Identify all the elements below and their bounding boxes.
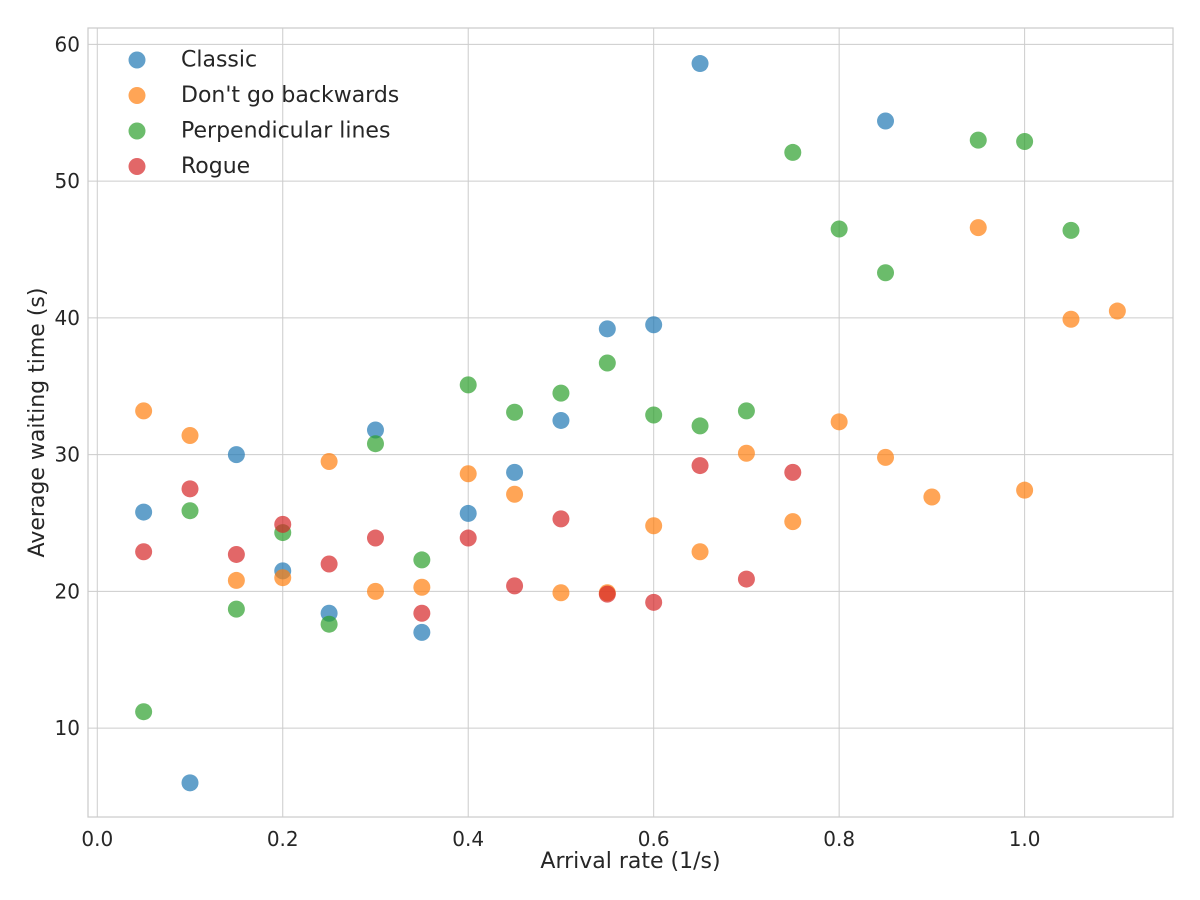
- point-don-t-go-backwards: [135, 402, 153, 420]
- point-don-t-go-backwards: [181, 426, 199, 444]
- point-classic: [459, 504, 477, 522]
- legend-label-classic: Classic: [181, 48, 257, 73]
- point-classic: [552, 411, 570, 429]
- point-don-t-go-backwards: [227, 571, 245, 589]
- point-perpendicular-lines: [645, 406, 663, 424]
- x-tick-label: 0.4: [452, 827, 484, 851]
- data-points: [135, 55, 1126, 792]
- point-classic: [181, 774, 199, 792]
- point-don-t-go-backwards: [691, 543, 709, 561]
- point-don-t-go-backwards: [737, 444, 755, 462]
- point-don-t-go-backwards: [877, 448, 895, 466]
- point-perpendicular-lines: [320, 615, 338, 633]
- legend-marker-rogue: [128, 158, 146, 175]
- point-perpendicular-lines: [1016, 132, 1034, 150]
- point-rogue: [784, 463, 802, 481]
- point-don-t-go-backwards: [459, 465, 477, 483]
- point-rogue: [691, 457, 709, 475]
- point-don-t-go-backwards: [274, 569, 292, 587]
- point-perpendicular-lines: [459, 376, 477, 394]
- legend-marker-don-t-go-backwards: [128, 87, 146, 104]
- point-rogue: [366, 529, 384, 547]
- legend-label-don-t-go-backwards: Don't go backwards: [181, 83, 399, 108]
- point-don-t-go-backwards: [320, 452, 338, 470]
- point-rogue: [645, 593, 663, 611]
- point-rogue: [506, 577, 524, 595]
- legend-marker-classic: [128, 51, 146, 69]
- point-perpendicular-lines: [691, 417, 709, 435]
- grid: [88, 28, 1173, 817]
- point-rogue: [181, 480, 199, 498]
- point-perpendicular-lines: [830, 220, 848, 238]
- x-axis-ticks: 0.0 0.2 0.4 0.6 0.8 1.0: [81, 827, 1040, 851]
- point-classic: [506, 463, 524, 481]
- plot-frame: [87, 27, 1174, 818]
- y-tick-label: 40: [55, 306, 80, 330]
- point-rogue: [459, 529, 477, 547]
- point-perpendicular-lines: [598, 354, 616, 372]
- y-tick-label: 50: [55, 169, 80, 193]
- point-perpendicular-lines: [506, 403, 524, 421]
- point-classic: [366, 421, 384, 439]
- y-tick-label: 10: [55, 716, 80, 740]
- point-perpendicular-lines: [366, 435, 384, 453]
- point-rogue: [737, 570, 755, 588]
- point-don-t-go-backwards: [645, 517, 663, 535]
- y-tick-label: 20: [55, 579, 80, 603]
- point-rogue: [135, 543, 153, 561]
- point-perpendicular-lines: [413, 551, 431, 569]
- y-axis-ticks: 10 20 30 40 50 60: [55, 32, 80, 740]
- legend-marker-perpendicular-lines: [128, 122, 146, 140]
- point-don-t-go-backwards: [830, 413, 848, 431]
- x-tick-label: 0.8: [823, 827, 855, 851]
- point-perpendicular-lines: [877, 264, 895, 282]
- legend: Classic Don't go backwards Perpendicular l…: [128, 48, 399, 179]
- point-perpendicular-lines: [969, 131, 987, 149]
- x-axis-label: Arrival rate (1/s): [540, 849, 720, 874]
- point-rogue: [274, 515, 292, 533]
- point-perpendicular-lines: [227, 600, 245, 618]
- point-classic: [227, 446, 245, 464]
- point-don-t-go-backwards: [552, 584, 570, 602]
- point-don-t-go-backwards: [366, 582, 384, 600]
- point-perpendicular-lines: [135, 703, 153, 721]
- x-tick-label: 0.0: [81, 827, 113, 851]
- point-rogue: [552, 510, 570, 528]
- point-don-t-go-backwards: [784, 513, 802, 531]
- point-rogue: [227, 545, 245, 563]
- point-don-t-go-backwards: [413, 578, 431, 596]
- x-tick-label: 1.0: [1009, 827, 1041, 851]
- point-don-t-go-backwards: [969, 219, 987, 237]
- point-don-t-go-backwards: [1108, 302, 1126, 320]
- point-classic: [645, 316, 663, 334]
- point-perpendicular-lines: [784, 143, 802, 161]
- point-classic: [877, 112, 895, 130]
- point-perpendicular-lines: [1062, 221, 1080, 239]
- point-classic: [598, 320, 616, 338]
- y-tick-label: 60: [55, 32, 80, 56]
- point-rogue: [320, 555, 338, 573]
- point-don-t-go-backwards: [1062, 310, 1080, 328]
- point-classic: [135, 503, 153, 521]
- point-rogue: [598, 585, 616, 603]
- point-perpendicular-lines: [552, 384, 570, 402]
- point-perpendicular-lines: [737, 402, 755, 420]
- point-don-t-go-backwards: [506, 485, 524, 503]
- point-classic: [413, 623, 431, 641]
- y-axis-label: Average waiting time (s): [25, 288, 50, 558]
- point-classic: [691, 55, 709, 73]
- legend-label-perpendicular-lines: Perpendicular lines: [181, 119, 390, 144]
- y-tick-label: 30: [55, 443, 80, 467]
- x-tick-label: 0.2: [267, 827, 299, 851]
- point-rogue: [413, 604, 431, 622]
- legend-label-rogue: Rogue: [181, 154, 250, 179]
- point-perpendicular-lines: [181, 502, 199, 520]
- point-don-t-go-backwards: [923, 488, 941, 506]
- point-don-t-go-backwards: [1016, 481, 1034, 499]
- x-tick-label: 0.6: [638, 827, 670, 851]
